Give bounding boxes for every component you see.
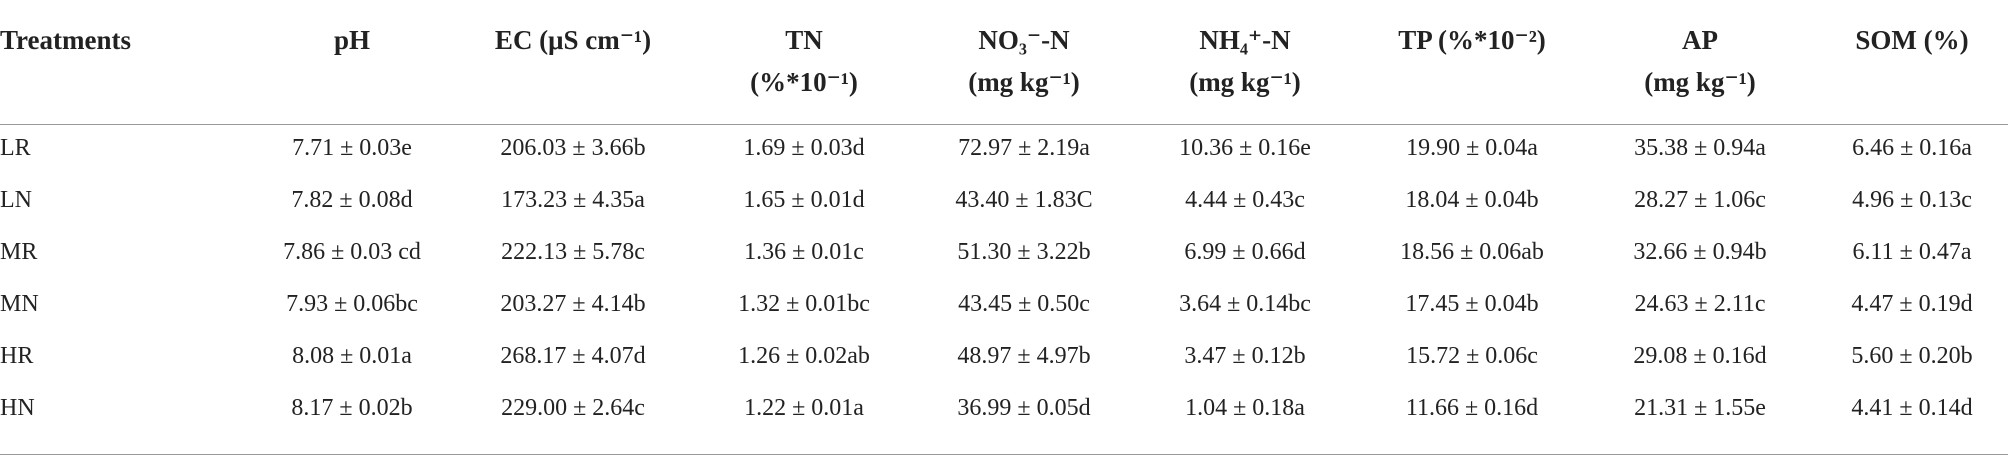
table-cell: 18.04 ± 0.04b: [1405, 187, 1539, 213]
table-cell: 229.00 ± 2.64c: [501, 395, 645, 421]
bottom-rule: [0, 454, 2008, 455]
table-cell: 29.08 ± 0.16d: [1633, 343, 1767, 369]
column-header: (mg kg⁻¹): [1189, 67, 1301, 97]
table-cell: 4.47 ± 0.19d: [1851, 291, 1973, 317]
table-cell: 7.71 ± 0.03e: [292, 135, 412, 161]
row-label: MR: [0, 239, 38, 265]
column-header: AP: [1682, 25, 1718, 55]
table-cell: 7.93 ± 0.06bc: [286, 291, 418, 317]
header-rule: [0, 124, 2008, 125]
row-label: LN: [0, 187, 32, 213]
table-cell: 206.03 ± 3.66b: [500, 135, 646, 161]
table-cell: 24.63 ± 2.11c: [1634, 291, 1766, 317]
row-label: MN: [0, 291, 39, 317]
table-cell: 4.41 ± 0.14d: [1851, 395, 1973, 421]
table-cell: 1.22 ± 0.01a: [744, 395, 864, 421]
column-header: (mg kg⁻¹): [1644, 67, 1756, 97]
table-cell: 35.38 ± 0.94a: [1634, 135, 1766, 161]
table-cell: 19.90 ± 0.04a: [1406, 135, 1538, 161]
table-cell: 48.97 ± 4.97b: [957, 343, 1091, 369]
table-cell: 1.69 ± 0.03d: [743, 135, 865, 161]
table-cell: 21.31 ± 1.55e: [1634, 395, 1766, 421]
table-cell: 1.65 ± 0.01d: [743, 187, 865, 213]
table-cell: 7.86 ± 0.03 cd: [283, 239, 421, 265]
table-cell: 11.66 ± 0.16d: [1405, 395, 1539, 421]
table-cell: 17.45 ± 0.04b: [1405, 291, 1539, 317]
table-cell: 6.99 ± 0.66d: [1184, 239, 1306, 265]
table-cell: 32.66 ± 0.94b: [1633, 239, 1767, 265]
table-cell: 18.56 ± 0.06ab: [1400, 239, 1544, 265]
column-header: pH: [333, 25, 371, 55]
table-cell: 3.47 ± 0.12b: [1184, 343, 1306, 369]
table-cell: 1.04 ± 0.18a: [1185, 395, 1305, 421]
column-header: (mg kg⁻¹): [968, 67, 1080, 97]
table-cell: 8.17 ± 0.02b: [291, 395, 413, 421]
table-cell: 51.30 ± 3.22b: [957, 239, 1091, 265]
column-header: EC (μS cm⁻¹): [494, 25, 652, 55]
column-header: SOM (%): [1855, 25, 1969, 55]
table-cell: 173.23 ± 4.35a: [501, 187, 645, 213]
table-cell: 4.96 ± 0.13c: [1852, 187, 1972, 213]
table-cell: 43.45 ± 0.50c: [958, 291, 1090, 317]
row-label: HR: [0, 343, 34, 369]
row-label: HN: [0, 395, 35, 421]
table-cell: 4.44 ± 0.43c: [1185, 187, 1305, 213]
table-cell: 8.08 ± 0.01a: [292, 343, 412, 369]
row-label: LR: [0, 135, 31, 161]
table-cell: 7.82 ± 0.08d: [291, 187, 413, 213]
table-cell: 1.26 ± 0.02ab: [738, 343, 870, 369]
table-cell: 6.46 ± 0.16a: [1852, 135, 1972, 161]
table-cell: 6.11 ± 0.47a: [1852, 239, 1972, 265]
table-cell: 1.32 ± 0.01bc: [738, 291, 870, 317]
table-cell: 203.27 ± 4.14b: [500, 291, 646, 317]
table-cell: 15.72 ± 0.06c: [1406, 343, 1538, 369]
table-cell: 3.64 ± 0.14bc: [1179, 291, 1311, 317]
column-header: (%*10⁻¹): [750, 67, 858, 97]
column-header: TN: [785, 25, 823, 55]
table-cell: 268.17 ± 4.07d: [500, 343, 646, 369]
table-cell: 43.40 ± 1.83C: [955, 187, 1093, 213]
column-header: NO₃⁻-N: [978, 25, 1070, 55]
table-cell: 1.36 ± 0.01c: [744, 239, 864, 265]
column-header: TP (%*10⁻²): [1398, 25, 1546, 55]
table-cell: 36.99 ± 0.05d: [957, 395, 1091, 421]
column-header: NH₄⁺-N: [1199, 25, 1291, 55]
table-cell: 5.60 ± 0.20b: [1851, 343, 1973, 369]
table-cell: 28.27 ± 1.06c: [1634, 187, 1766, 213]
column-header: Treatments: [0, 25, 131, 55]
table-cell: 10.36 ± 0.16e: [1179, 135, 1311, 161]
table-cell: 72.97 ± 2.19a: [958, 135, 1090, 161]
table-cell: 222.13 ± 5.78c: [501, 239, 645, 265]
